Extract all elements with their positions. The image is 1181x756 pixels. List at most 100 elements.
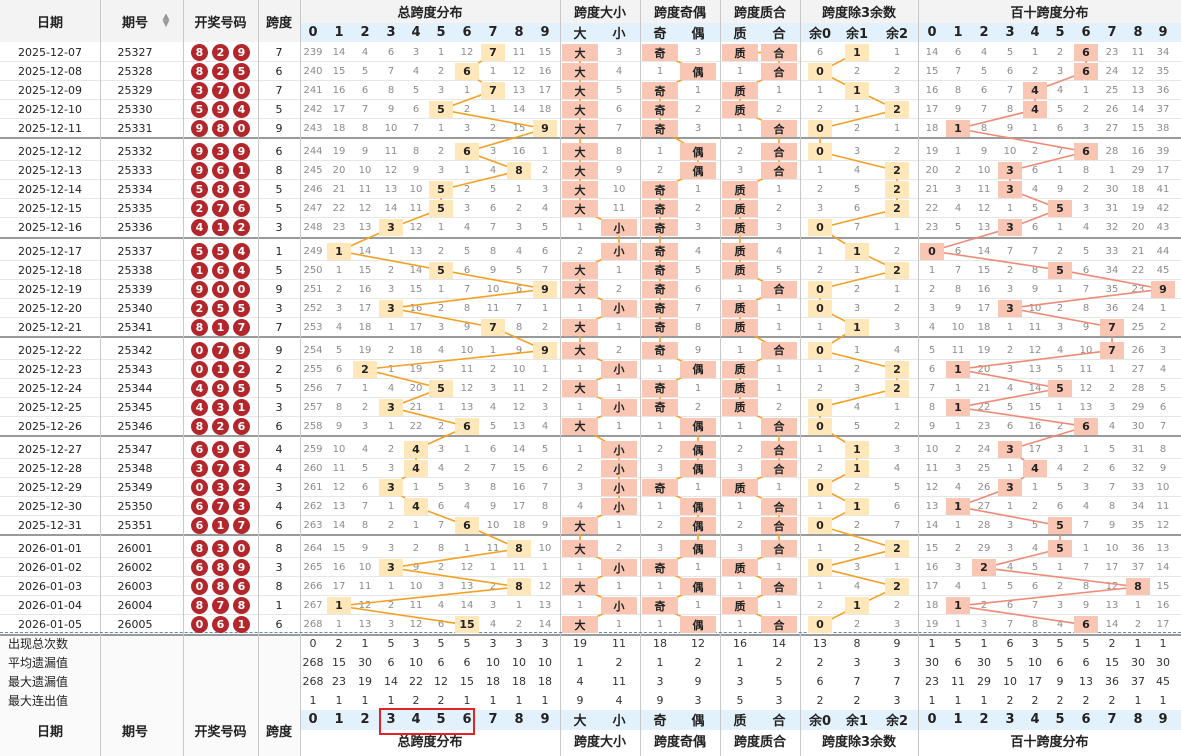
stats-extra: 11	[612, 637, 626, 650]
hit-bt: 5	[1048, 517, 1072, 535]
header-span: 跨度	[265, 15, 292, 31]
span-dist-hit: 2	[353, 360, 377, 378]
number-ball: 6	[233, 578, 250, 596]
miss-pc: 1	[775, 321, 783, 333]
hit-bt: 0	[920, 242, 944, 260]
hit-oe: 奇	[642, 219, 678, 237]
header-issue[interactable]: 期号	[121, 15, 148, 31]
hit-bt: 5	[1048, 540, 1072, 558]
stats-dist: 22	[409, 675, 423, 688]
span-dist-miss: 1	[387, 321, 395, 333]
miss-bt: 29	[1131, 165, 1145, 177]
span-dist-miss: 7	[437, 520, 445, 532]
miss-bt: 9	[1082, 321, 1090, 333]
number-ball: 9	[191, 143, 208, 161]
span-dist-miss: 259	[303, 444, 323, 456]
sort-icon[interactable]: ▲ ▼	[162, 14, 170, 28]
hit-mod: 2	[885, 360, 909, 378]
miss-bt: 5	[1056, 482, 1064, 494]
miss-bt: 17	[1156, 619, 1170, 631]
span-dist-miss: 244	[303, 146, 323, 158]
miss-pc: 1	[736, 283, 744, 295]
miss-bt: 6	[1006, 66, 1014, 78]
miss-bt: 15	[925, 66, 939, 78]
stats-bt: 5	[1006, 656, 1014, 669]
miss-bt: 42	[1156, 203, 1170, 215]
number-ball: 0	[191, 341, 208, 359]
span-dist-miss: 9	[412, 165, 420, 177]
miss-bt: 6	[1056, 123, 1064, 135]
column-divider	[183, 0, 184, 756]
span-dist-miss: 9	[361, 543, 369, 555]
number-ball: 5	[191, 181, 208, 199]
header-numbers: 开奖号码	[194, 15, 247, 31]
miss-bs: 1	[615, 264, 623, 276]
number-ball: 3	[191, 82, 208, 100]
miss-bs: 4	[615, 66, 623, 78]
miss-bt: 6	[1056, 501, 1064, 513]
stats-dist: 10	[409, 656, 423, 669]
miss-mod: 2	[893, 66, 901, 78]
hit-pc: 质	[722, 597, 758, 615]
number-ball: 6	[233, 417, 250, 435]
span-dist-miss: 11	[460, 363, 474, 375]
stats-dist: 5	[437, 637, 445, 650]
span-dist-miss: 5	[361, 66, 369, 78]
stats-dist: 10	[538, 656, 552, 669]
number-ball: 0	[233, 120, 250, 138]
span-dist-miss: 12	[409, 619, 423, 631]
hit-bs: 大	[562, 417, 598, 435]
span-dist-miss: 10	[358, 562, 372, 574]
miss-bt: 2	[1082, 184, 1090, 196]
hit-oe: 偶	[680, 417, 716, 435]
miss-bs: 10	[612, 184, 626, 196]
header-oe: 偶	[691, 27, 705, 42]
hit-mod: 2	[885, 181, 909, 199]
miss-bt: 23	[1131, 283, 1145, 295]
miss-bs: 5	[615, 85, 623, 97]
miss-mod: 5	[853, 420, 861, 432]
span-dist-hit: 8	[507, 540, 531, 558]
hit-bt: 2	[972, 559, 996, 577]
stats-extra: 3	[893, 694, 901, 707]
row-span: 5	[275, 202, 283, 216]
span-dist-miss: 2	[541, 382, 549, 394]
number-ball: 9	[233, 44, 250, 61]
stats-dist: 1	[541, 694, 549, 707]
number-ball: 4	[233, 261, 250, 279]
span-dist-miss: 9	[541, 520, 549, 532]
stats-dist: 268	[302, 675, 324, 688]
span-dist-miss: 4	[437, 600, 445, 612]
number-ball: 5	[233, 379, 250, 397]
footer-bt-digit: 8	[1133, 712, 1143, 727]
miss-bs: 4	[576, 501, 584, 513]
span-dist-miss: 12	[409, 222, 423, 234]
span-dist-miss: 239	[303, 47, 323, 59]
footer-pc: 质	[733, 714, 747, 729]
span-dist-miss: 17	[512, 501, 526, 513]
hit-bs: 小	[601, 498, 637, 516]
miss-bt: 19	[925, 146, 939, 158]
miss-oe: 1	[656, 146, 664, 158]
miss-bt: 2	[1056, 47, 1064, 59]
row-span: 6	[275, 419, 283, 433]
hit-bt: 3	[998, 299, 1022, 317]
row-span: 7	[275, 84, 283, 98]
hit-bs: 大	[562, 200, 598, 218]
span-dist-miss: 5	[335, 344, 343, 356]
miss-pc: 1	[775, 562, 783, 574]
number-ball: 5	[191, 242, 208, 260]
span-dist-miss: 14	[512, 104, 526, 116]
span-dist-miss: 10	[486, 520, 500, 532]
hit-oe: 偶	[680, 578, 716, 596]
span-dist-miss: 7	[541, 482, 549, 494]
span-dist-hit: 6	[455, 417, 479, 435]
header-bt-digit: 2	[979, 25, 989, 40]
span-dist-miss: 9	[489, 264, 497, 276]
header-pc: 合	[772, 27, 786, 42]
hit-oe: 奇	[642, 82, 678, 100]
miss-bt: 27	[1131, 363, 1145, 375]
header-date[interactable]: 日期	[36, 15, 63, 31]
stats-extra: 7	[893, 675, 901, 688]
miss-pc: 1	[736, 619, 744, 631]
